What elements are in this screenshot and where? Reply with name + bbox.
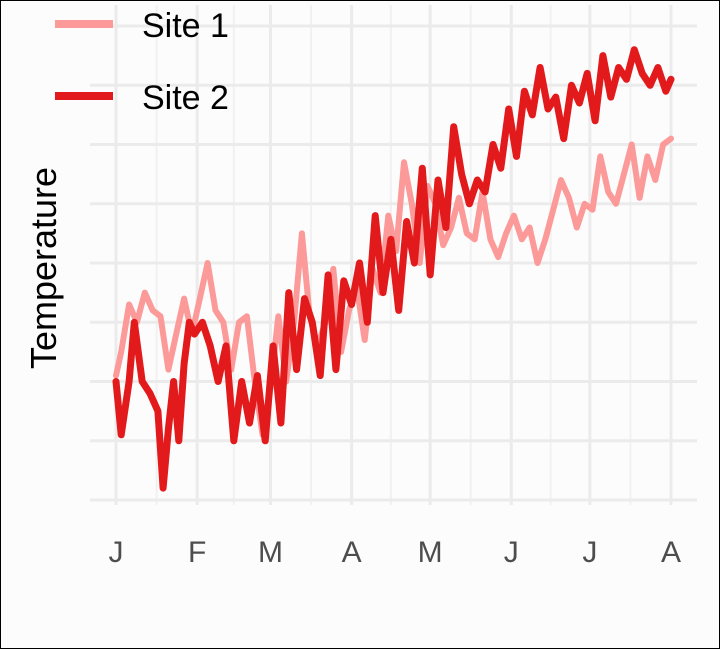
x-tick-label: M [418,536,443,569]
x-tick-label: A [342,536,362,569]
grid-major [90,5,697,505]
x-tick-label: A [661,536,681,569]
legend-label-site-2: Site 2 [142,79,229,117]
series-line-site-2 [112,46,675,492]
legend-item-site-2: Site 2 [55,79,229,117]
legend: Site 1 Site 2 [55,7,229,117]
legend-label-site-1: Site 1 [142,7,229,45]
legend-item-site-1: Site 1 [55,7,229,45]
y-axis-title: Temperature [23,167,64,369]
x-tick-label: J [504,536,519,569]
series-line-site-1 [113,135,674,438]
x-tick-label: J [109,536,124,569]
x-tick-label: F [188,536,206,569]
series-lines [112,46,675,492]
x-tick-label: M [258,536,283,569]
x-tick-label: J [582,536,597,569]
